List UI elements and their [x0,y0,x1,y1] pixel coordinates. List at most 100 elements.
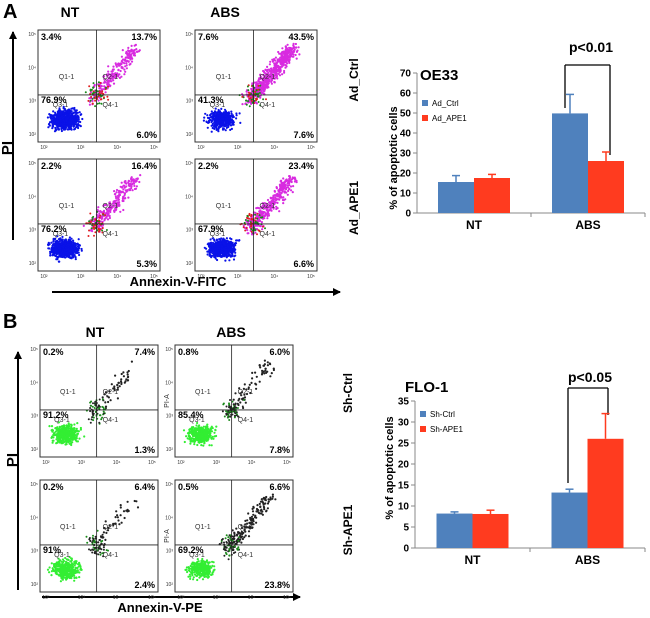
gate-label: Q2-1 [260,74,276,81]
quadrant-percent-ul: 0.5% [178,482,199,492]
quadrant-percent-ul: 0.2% [43,347,64,357]
quadrant-percent-ur: 23.4% [288,161,314,171]
axis-tick-label: 10⁵ [28,161,36,167]
event-dots [184,493,277,582]
quadrant-percent-ll: 91% [43,545,61,555]
axis-tick-label: 10⁵ [30,482,38,488]
quadrant-percent-ll: 67.9% [198,224,224,234]
gate-label: Q2-1 [103,203,119,210]
axis-tick-label: 10³ [166,414,174,420]
quadrant-percent-ur: 6.4% [134,482,155,492]
y-tick-label: 35 [398,397,410,408]
quadrant-percent-ul: 2.2% [41,161,62,171]
gate-label: Q1-1 [216,203,232,210]
panel-letter: A [3,1,17,23]
chart-y-label: % of apoptotic cells [384,416,396,519]
y-tick-label: 30 [398,418,410,429]
quadrant-percent-lr: 7.6% [293,130,314,140]
flow-plot: 10² 10² 10³ 10³ 10⁴ 10⁴ 10⁵ 10⁵ Q1-1 Q2-1 Q3-1 Q4-1… [30,344,159,466]
axis-tick-label: 10³ [29,99,37,105]
quadrant-percent-ll: 85.4% [178,410,204,420]
column-header-nt: NT [61,4,80,20]
axis-tick-label: 10⁴ [28,65,36,71]
y-tick-label: 10 [398,502,410,513]
legend-swatch [420,411,426,417]
axis-tick-label: 10⁴ [113,460,121,466]
flow-plot: 10² 10² 10³ 10³ 10⁴ 10⁴ 10⁵ 10⁵ PI-A Q1-1 Q2-1 Q3-1… [164,344,294,466]
quadrant-percent-lr: 6.0% [136,130,157,140]
axis-tick-label: 10⁴ [113,274,121,280]
row-label-ad-ape1: Ad_APE1 [347,181,361,235]
axis-tick-label: 10² [31,447,39,453]
axis-tick-label: 10⁵ [148,595,156,601]
axis-tick-label: 10² [177,595,185,601]
gate-label: Q3-1 [53,102,69,109]
quadrant-percent-ul: 3.4% [41,32,62,42]
quadrant-percent-lr: 2.4% [134,580,155,590]
y-tick-label: 15 [398,481,410,492]
gate-label: Q4-1 [238,417,254,424]
axis-tick-label: 10² [29,132,37,138]
y-tick-label: 0 [405,209,411,220]
axis-tick-label: 10⁴ [270,145,278,151]
gate-label: Q3-1 [54,552,70,559]
y-tick-label: 50 [400,109,412,120]
axis-tick-label: 10⁵ [307,274,315,280]
axis-tick-label: 10³ [31,414,39,420]
event-dots [202,42,301,133]
flow-plot: 10² 10² 10³ 10³ 10⁴ 10⁴ 10⁵ 10⁵ Q1-1 Q2-1 Q3-1 Q4-1… [185,158,318,280]
axis-tick-label: 10³ [234,274,242,280]
axis-tick-label: 10³ [77,145,85,151]
axis-tick-label: 10⁴ [30,380,38,386]
gate-label: Q1-1 [216,74,232,81]
bar-ad_ape1 [474,178,510,213]
gate-label: Q2-1 [103,389,119,396]
quadrant-percent-ur: 43.5% [288,32,314,42]
quadrant-percent-ll: 41.3% [198,95,224,105]
axis-tick-label: 10² [166,447,174,453]
bar-ad_ape1 [588,161,624,213]
axis-tick-label: 10² [42,460,50,466]
axis-tick-label: 10⁵ [148,460,156,466]
bar-sh-ctrl [436,513,473,548]
quadrant-percent-ul: 0.2% [43,482,64,492]
chart-y-label: % of apoptotic cells [388,106,400,209]
flow-plot: 10² 10² 10³ 10³ 10⁴ 10⁴ 10⁵ 10⁵ Q1-1 Q2-1 Q3-1 Q4-1… [30,479,159,601]
flow-plot: 10² 10² 10³ 10³ 10⁴ 10⁴ 10⁵ 10⁵ Q1-1 Q2-1 Q3-1 Q4-1… [28,158,161,280]
legend-label: Sh-Ctrl [430,410,455,419]
y-axis-label: PI [4,453,21,467]
panel-b: B NT ABS Sh-Ctrl Sh-APE1 PI Annexin-V-PE… [3,311,355,615]
axis-tick-label: 10⁵ [30,347,38,353]
bar-chart-oe33: OE33 % of apoptotic cells p<0.01 0 10 20 30… [388,39,646,232]
axis-tick-label: 10³ [186,99,194,105]
gate-label: Q2-1 [103,74,119,81]
axis-tick-label: 10⁵ [150,274,158,280]
axis-tick-label: 10⁴ [270,274,278,280]
axis-tick-label: 10² [166,582,174,588]
y-axis-label: PI [0,141,16,155]
axis-tick-label: 10⁴ [113,595,121,601]
gate-label: Q4-1 [103,417,119,424]
axis-tick-label: 10⁴ [248,595,256,601]
column-header-abs: ABS [216,324,246,340]
gate-label: Q2-1 [103,524,119,531]
event-dots [182,359,275,447]
event-dots [48,360,133,447]
quadrant-percent-ll: 76.2% [41,224,67,234]
quadrant-percent-ur: 13.7% [131,32,157,42]
quadrant-percent-lr: 6.6% [293,259,314,269]
column-header-abs: ABS [210,4,240,20]
y-tick-label: 20 [400,169,412,180]
gate-label: Q4-1 [238,552,254,559]
legend-swatch [422,100,428,106]
axis-name: PI-A [164,529,171,543]
event-dots [47,174,142,263]
axis-tick-label: 10³ [166,549,174,555]
quadrant-percent-ll: 69.2% [178,545,204,555]
axis-tick-label: 10⁴ [185,65,193,71]
legend-label: Ad_APE1 [432,114,467,123]
axis-tick-label: 10⁴ [30,515,38,521]
gate-label: Q3-1 [189,552,205,559]
bar-sh-ctrl [551,492,588,548]
